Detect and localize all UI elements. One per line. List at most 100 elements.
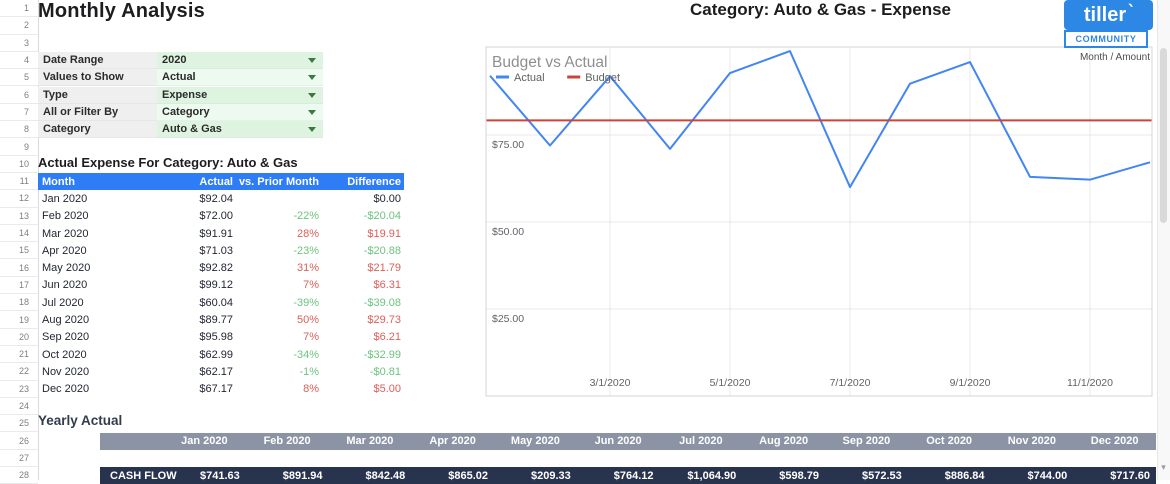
filter-value-dropdown[interactable]: Actual (157, 69, 323, 87)
row-number[interactable]: 2 (0, 17, 38, 35)
cell-month[interactable]: Sep 2020 (42, 331, 90, 344)
row-number[interactable]: 8 (0, 121, 38, 139)
row-number[interactable]: 6 (0, 87, 38, 104)
cell-vs-prior-month[interactable]: -23% (293, 244, 319, 257)
filter-value-dropdown[interactable]: Auto & Gas (157, 121, 323, 139)
row-number[interactable]: 11 (0, 173, 38, 191)
cell-difference[interactable]: $0.00 (373, 192, 401, 205)
row-number[interactable]: 23 (0, 381, 38, 398)
cell-vs-prior-month[interactable]: -34% (293, 348, 319, 361)
row-number[interactable]: 20 (0, 329, 38, 346)
row-number[interactable]: 26 (0, 433, 38, 450)
dropdown-arrow-icon[interactable] (308, 92, 316, 98)
cashflow-value[interactable]: $1,064.90 (687, 469, 737, 482)
row-number[interactable]: 22 (0, 363, 38, 381)
cell-vs-prior-month[interactable]: 8% (303, 383, 319, 396)
yearly-month-header[interactable]: Feb 2020 (263, 435, 311, 448)
cashflow-value[interactable]: $891.94 (282, 469, 323, 482)
yearly-month-header[interactable]: May 2020 (510, 435, 560, 448)
cell-difference[interactable]: -$20.04 (363, 210, 401, 223)
cell-vs-prior-month[interactable]: -39% (293, 296, 319, 309)
yearly-month-header[interactable]: Jun 2020 (594, 435, 642, 448)
cell-actual[interactable]: $91.91 (199, 227, 233, 240)
row-number[interactable]: 4 (0, 52, 38, 70)
cashflow-label[interactable]: CASH FLOW (110, 469, 177, 482)
cell-difference[interactable]: -$0.81 (369, 365, 401, 378)
cell-vs-prior-month[interactable]: -22% (293, 210, 319, 223)
cell-month[interactable]: Nov 2020 (42, 365, 90, 378)
row-number[interactable]: 13 (0, 208, 38, 225)
cashflow-value[interactable]: $886.84 (944, 469, 985, 482)
cell-month[interactable]: Dec 2020 (42, 383, 90, 396)
cell-actual[interactable]: $62.99 (199, 348, 233, 361)
cell-month[interactable]: May 2020 (42, 262, 91, 275)
cashflow-value[interactable]: $572.53 (861, 469, 902, 482)
filter-value-dropdown[interactable]: Category (157, 103, 323, 122)
column-header[interactable]: Actual (199, 175, 233, 188)
cell-difference[interactable]: $21.79 (367, 262, 401, 275)
row-number[interactable]: 19 (0, 311, 38, 329)
cell-month[interactable]: Feb 2020 (42, 210, 89, 223)
yearly-month-header[interactable]: Oct 2020 (926, 435, 973, 448)
cashflow-value[interactable]: $598.79 (779, 469, 819, 482)
row-number[interactable]: 16 (0, 260, 38, 277)
dropdown-arrow-icon[interactable] (308, 57, 316, 63)
row-number[interactable]: 3 (0, 35, 38, 52)
cell-actual[interactable]: $92.04 (199, 192, 233, 205)
row-number[interactable]: 17 (0, 277, 38, 295)
yearly-month-header[interactable]: Sep 2020 (842, 435, 891, 448)
cell-month[interactable]: Aug 2020 (42, 314, 90, 327)
row-number[interactable]: 15 (0, 242, 38, 260)
row-number[interactable]: 24 (0, 398, 38, 416)
cell-vs-prior-month[interactable]: 7% (303, 279, 319, 292)
cell-month[interactable]: Jan 2020 (42, 192, 88, 205)
yearly-month-header[interactable]: Dec 2020 (1090, 435, 1139, 448)
cell-actual[interactable]: $92.82 (199, 262, 233, 275)
cashflow-value[interactable]: $717.60 (1110, 469, 1150, 482)
cell-month[interactable]: Jul 2020 (42, 296, 84, 309)
row-number[interactable]: 28 (0, 467, 38, 484)
yearly-month-header[interactable]: Jul 2020 (679, 435, 723, 448)
scrollbar-down-arrow-icon[interactable]: ▾ (1161, 461, 1166, 472)
yearly-month-header[interactable]: Apr 2020 (429, 435, 476, 448)
yearly-month-header[interactable]: Aug 2020 (759, 435, 809, 448)
cell-actual[interactable]: $60.04 (199, 296, 233, 309)
cashflow-value[interactable]: $865.02 (448, 469, 488, 482)
cell-month[interactable]: Oct 2020 (42, 348, 87, 361)
cell-month[interactable]: Mar 2020 (42, 227, 89, 240)
cashflow-value[interactable]: $741.63 (199, 469, 240, 482)
scrollbar-thumb[interactable] (1160, 48, 1167, 223)
cell-difference[interactable]: $6.21 (373, 331, 401, 344)
row-number[interactable]: 9 (0, 138, 38, 156)
cell-difference[interactable]: -$32.99 (363, 348, 401, 361)
cashflow-value[interactable]: $209.33 (530, 469, 571, 482)
filter-value-dropdown[interactable]: 2020 (157, 51, 323, 70)
cell-actual[interactable]: $72.00 (199, 210, 233, 223)
cell-difference[interactable]: -$39.08 (363, 296, 401, 309)
cell-actual[interactable]: $62.17 (199, 365, 233, 378)
dropdown-arrow-icon[interactable] (308, 109, 316, 115)
row-number[interactable]: 18 (0, 294, 38, 312)
row-number[interactable]: 1 (0, 0, 38, 18)
row-number[interactable]: 27 (0, 450, 38, 468)
cell-vs-prior-month[interactable]: -1% (299, 365, 319, 378)
cell-vs-prior-month[interactable]: 28% (296, 227, 319, 240)
row-number[interactable]: 25 (0, 415, 38, 433)
column-header[interactable]: vs. Prior Month (238, 175, 319, 188)
cell-actual[interactable]: $71.03 (199, 244, 233, 257)
cashflow-value[interactable]: $764.12 (613, 469, 654, 482)
row-number[interactable]: 12 (0, 190, 38, 208)
cell-difference[interactable]: $29.73 (367, 314, 401, 327)
row-number[interactable]: 5 (0, 69, 38, 87)
dropdown-arrow-icon[interactable] (308, 75, 316, 81)
column-header[interactable]: Month (42, 175, 75, 188)
yearly-month-header[interactable]: Jan 2020 (181, 435, 228, 448)
row-number[interactable]: 10 (0, 156, 38, 173)
cell-actual[interactable]: $89.77 (199, 314, 233, 327)
cell-vs-prior-month[interactable]: 31% (296, 262, 319, 275)
yearly-month-header[interactable]: Nov 2020 (1007, 435, 1057, 448)
row-number[interactable]: 21 (0, 346, 38, 364)
cashflow-value[interactable]: $744.00 (1027, 469, 1068, 482)
cell-vs-prior-month[interactable]: 7% (303, 331, 319, 344)
cell-difference[interactable]: -$20.88 (363, 244, 401, 257)
